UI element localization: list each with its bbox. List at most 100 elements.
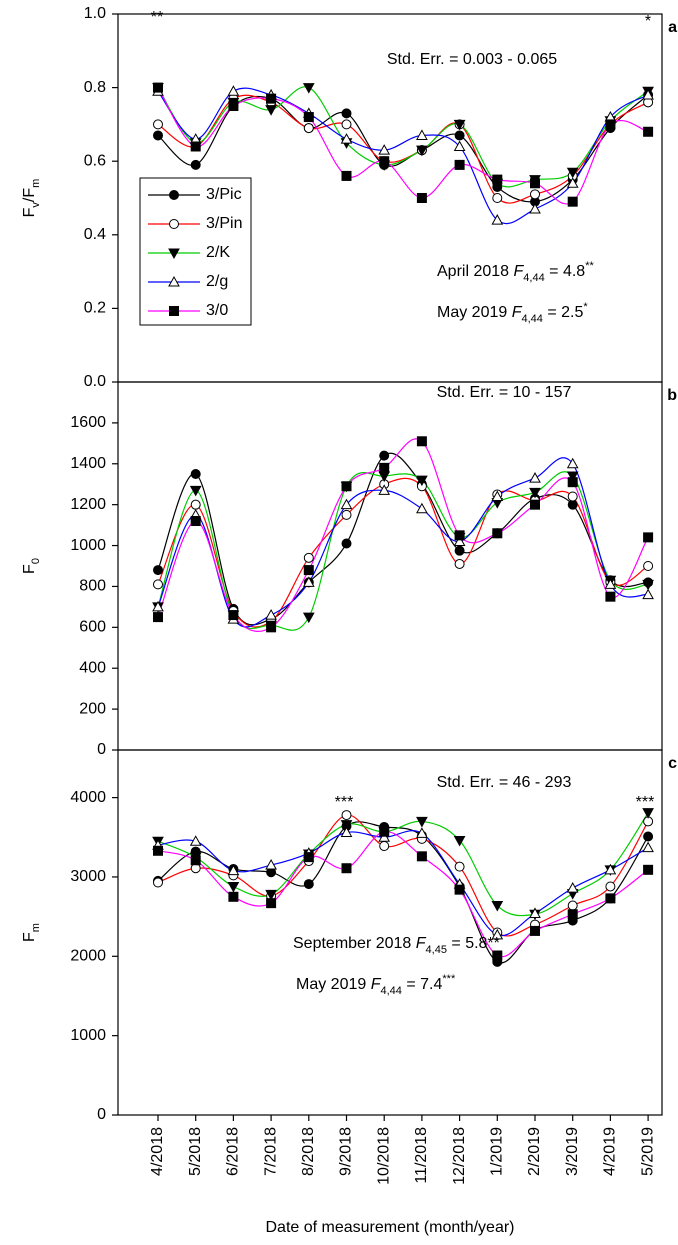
marker — [265, 889, 277, 901]
legend-label: 3/Pic — [206, 186, 242, 203]
marker — [153, 612, 163, 623]
text-part: 4,44 — [381, 985, 402, 997]
annotation: ** — [151, 9, 163, 26]
y-tick-label: 1200 — [70, 496, 106, 513]
text-part: Std. Err. = 10 - 157 — [437, 384, 572, 401]
marker — [492, 174, 503, 185]
annotation: *** — [636, 794, 655, 811]
marker — [604, 578, 617, 589]
y-tick-label: 400 — [79, 659, 106, 676]
text-part: April 2018 — [437, 263, 514, 280]
text-part: m — [30, 923, 42, 932]
x-tick-label: 5/2018 — [187, 1127, 204, 1176]
marker — [190, 499, 201, 510]
marker — [491, 928, 504, 940]
marker — [169, 306, 179, 316]
text-part: ** — [585, 260, 594, 272]
x-tick-label: 8/2018 — [300, 1127, 317, 1176]
marker — [228, 891, 239, 902]
marker — [530, 178, 540, 189]
annotation: Std. Err. = 10 - 157 — [437, 384, 572, 401]
marker — [416, 129, 428, 140]
marker — [530, 189, 540, 200]
series-line — [157, 477, 649, 628]
text-part: m — [30, 179, 42, 188]
marker — [530, 499, 540, 510]
marker — [190, 141, 201, 152]
text-part: F — [21, 564, 38, 574]
marker — [454, 159, 465, 170]
annotation: May 2019 F4,44 = 2.5* — [437, 301, 588, 325]
marker — [567, 909, 578, 920]
text-part: *** — [636, 794, 655, 811]
marker — [379, 841, 390, 852]
marker — [153, 845, 163, 856]
y-tick-label: 0.4 — [84, 226, 106, 243]
marker — [379, 826, 390, 837]
marker — [341, 108, 352, 119]
text-part: F — [416, 935, 427, 952]
annotation: April 2018 F4,44 = 4.8** — [437, 260, 594, 284]
marker — [379, 462, 390, 473]
y-tick-label: 0.0 — [84, 373, 106, 390]
text-part: Std. Err. = 0.003 - 0.065 — [387, 51, 557, 68]
marker — [153, 579, 163, 590]
marker — [168, 248, 180, 260]
marker — [416, 827, 428, 838]
text-part: *** — [442, 973, 456, 985]
y-tick-label: 0.6 — [84, 152, 106, 169]
marker — [302, 83, 315, 94]
marker — [378, 484, 391, 495]
marker — [303, 552, 314, 563]
marker — [643, 126, 654, 137]
marker — [605, 119, 616, 130]
marker — [303, 112, 314, 123]
y-axis-label: F0 — [21, 558, 42, 574]
marker — [566, 882, 579, 893]
y-tick-label: 1000 — [70, 537, 106, 554]
marker — [491, 214, 504, 225]
text-part: 4,45 — [426, 944, 447, 956]
plot-frame — [117, 381, 663, 751]
marker — [379, 156, 390, 167]
text-part: 4,44 — [523, 272, 544, 284]
panel-label: b — [667, 387, 677, 404]
marker — [566, 471, 579, 483]
text-part: F — [21, 932, 38, 942]
marker — [341, 170, 352, 181]
marker — [604, 863, 617, 875]
marker — [529, 907, 541, 918]
marker — [643, 532, 654, 543]
y-tick-label: 0.8 — [84, 79, 106, 96]
marker — [153, 119, 163, 130]
annotation: * — [645, 13, 651, 30]
text-part: ** — [151, 9, 163, 26]
text-part: F — [512, 304, 523, 321]
text-part: 0 — [30, 558, 42, 564]
marker — [453, 119, 466, 131]
x-tick-label: 4/2018 — [149, 1127, 166, 1176]
marker — [341, 119, 352, 130]
marker — [642, 841, 654, 853]
y-tick-label: 200 — [79, 700, 106, 717]
marker — [340, 820, 353, 831]
marker — [454, 861, 465, 872]
x-tick-label: 5/2019 — [639, 1127, 656, 1176]
x-tick-label: 1/2019 — [489, 1127, 506, 1176]
y-tick-label: 3000 — [70, 868, 106, 885]
marker — [266, 93, 277, 104]
annotation: Std. Err. = 46 - 293 — [437, 774, 572, 791]
y-tick-label: 0 — [97, 1106, 106, 1123]
marker — [303, 879, 314, 890]
marker — [454, 558, 465, 569]
panel-label: c — [668, 755, 677, 772]
annotation: Std. Err. = 0.003 - 0.065 — [387, 51, 557, 68]
marker — [378, 471, 391, 483]
marker — [453, 535, 466, 546]
marker — [265, 105, 277, 116]
marker — [190, 469, 201, 479]
text-part: = 2.5 — [543, 304, 584, 321]
x-tick-label: 3/2019 — [564, 1127, 581, 1176]
marker — [567, 196, 578, 207]
marker — [302, 576, 315, 587]
